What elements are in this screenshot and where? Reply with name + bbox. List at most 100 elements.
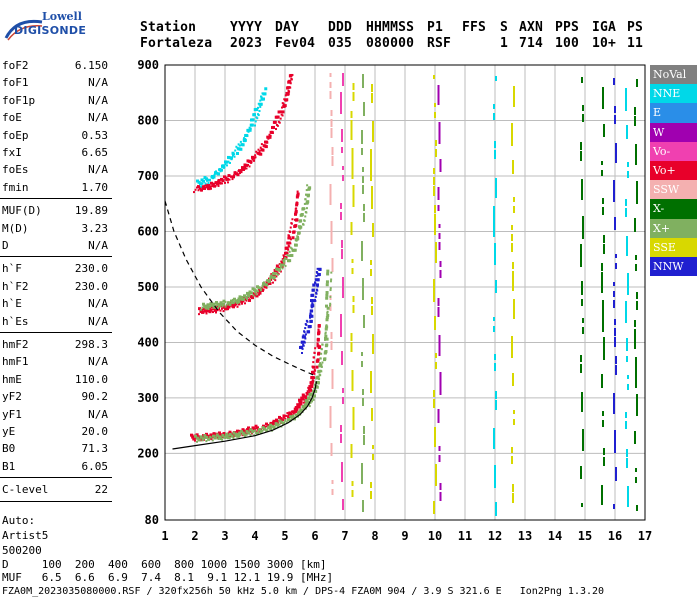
interference-mark (625, 319, 627, 323)
interference-mark (329, 82, 332, 88)
interference-mark (341, 147, 343, 153)
trace-point (278, 268, 281, 272)
trace-point (279, 117, 282, 120)
trace-point (266, 279, 268, 282)
interference-mark (437, 187, 440, 200)
trace-point (264, 283, 267, 286)
interference-mark (613, 291, 615, 297)
trace-point (208, 438, 210, 441)
interference-mark (495, 76, 497, 81)
param-value: 20.0 (81, 425, 109, 438)
trace-point (275, 275, 278, 278)
trace-point (200, 185, 202, 188)
trace-point (249, 127, 252, 130)
interference-mark (602, 318, 604, 332)
trace-point (236, 147, 239, 150)
trace-point (258, 430, 261, 433)
trace-point (290, 410, 293, 413)
interference-mark (341, 138, 343, 142)
interference-mark (614, 106, 616, 113)
trace-point (277, 273, 279, 276)
interference-mark (626, 356, 628, 362)
profile-dashed-line (164, 200, 316, 377)
header-label-7: S (500, 20, 509, 35)
interference-mark (437, 196, 440, 200)
param-value: 6.150 (74, 59, 108, 72)
header-label-9: PPS (555, 20, 580, 35)
y-tick-label: 300 (137, 391, 159, 405)
trace-point (251, 426, 255, 430)
interference-mark (371, 93, 373, 103)
trace-point (276, 423, 280, 427)
trace-point (263, 92, 267, 96)
trace-point (285, 258, 288, 261)
trace-point (313, 383, 316, 386)
interference-mark (602, 420, 604, 427)
y-tick-label: 900 (137, 58, 159, 72)
trace-point (324, 349, 328, 353)
trace-point (303, 395, 307, 399)
trace-point (221, 182, 223, 185)
interference-mark (340, 110, 342, 114)
interference-mark (494, 465, 496, 477)
header-value-5: RSF (427, 36, 452, 51)
interference-mark (495, 400, 497, 410)
trace-point (265, 140, 268, 143)
trace-point (249, 160, 253, 164)
interference-mark (370, 380, 372, 393)
trace-point (244, 138, 247, 141)
x-tick-label: 1 (161, 529, 168, 543)
interference-mark (351, 259, 354, 263)
trace-point (218, 431, 221, 435)
interference-mark (362, 389, 364, 395)
trace-point (288, 419, 292, 423)
panel-separator (0, 256, 112, 258)
legend-item-e: E (650, 103, 697, 123)
trace-point (276, 419, 280, 423)
param-row-foe: foE N/A (2, 110, 108, 126)
trace-point (233, 297, 236, 301)
interference-mark (603, 457, 605, 466)
interference-mark (635, 255, 637, 260)
trace-point (311, 383, 314, 386)
interference-mark (438, 122, 441, 133)
param-value: 3.23 (81, 221, 109, 235)
trace-point (231, 177, 234, 180)
interference-mark (495, 178, 497, 187)
interference-mark (581, 299, 583, 306)
interference-mark (613, 189, 615, 202)
trace-point (217, 435, 221, 439)
interference-mark (329, 193, 332, 205)
interference-mark (634, 218, 636, 232)
trace-point (281, 263, 284, 267)
y-tick-label: 600 (137, 224, 159, 238)
trace-point (244, 295, 247, 298)
param-value: 110.0 (74, 372, 108, 386)
trace-point (204, 183, 208, 187)
header-label-11: PS (627, 20, 644, 35)
trace-point (240, 169, 243, 172)
trace-point (280, 260, 283, 263)
interference-mark (513, 206, 515, 213)
interference-mark (626, 134, 628, 139)
trace-point (317, 338, 320, 341)
param-row-foep: foEp 0.53 (2, 128, 108, 144)
trace-point (318, 345, 322, 349)
trace-point (258, 150, 261, 153)
trace-point (281, 106, 283, 109)
trace-point (287, 248, 290, 251)
interference-mark (602, 96, 604, 109)
param-row-yf2: yF2 90.2 (2, 389, 108, 405)
param-row-clevel: C-level 22 (2, 482, 108, 498)
param-name: B1 (2, 459, 16, 473)
interference-mark (331, 378, 334, 389)
x-tick-label: 10 (428, 529, 442, 543)
trace-point (269, 423, 272, 427)
interference-mark (615, 263, 617, 269)
trace-point (275, 264, 279, 268)
trace-point (264, 145, 268, 149)
trace-point (218, 181, 222, 185)
trace-point (226, 434, 229, 437)
header-label-2: DAY (275, 20, 300, 35)
trace-point (317, 351, 321, 355)
